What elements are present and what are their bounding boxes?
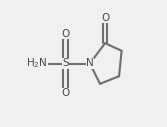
- Text: H$_2$N: H$_2$N: [26, 57, 47, 70]
- Text: O: O: [101, 13, 109, 23]
- Text: S: S: [62, 59, 69, 68]
- Text: O: O: [62, 29, 70, 39]
- Text: O: O: [62, 88, 70, 98]
- Text: N: N: [86, 59, 94, 68]
